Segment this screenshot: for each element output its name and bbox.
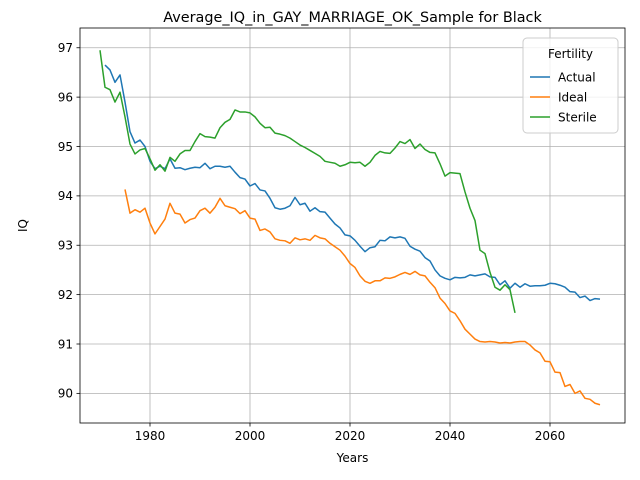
- y-tick-label: 96: [58, 90, 73, 104]
- legend-title: Fertility: [548, 47, 593, 61]
- y-tick-label: 90: [58, 387, 73, 401]
- x-tick-label: 2060: [535, 429, 566, 443]
- x-tick-label: 1980: [135, 429, 166, 443]
- y-tick-label: 95: [58, 140, 73, 154]
- y-tick-label: 97: [58, 41, 73, 55]
- series-line-ideal: [124, 189, 601, 406]
- series-line-sterile: [99, 50, 516, 314]
- legend-label-actual: Actual: [558, 70, 596, 84]
- grid: [80, 28, 625, 423]
- series-lines: [99, 50, 601, 406]
- legend-items: Actual Ideal Sterile: [530, 70, 597, 124]
- x-axis-label: Years: [336, 451, 369, 465]
- x-tick-label: 2020: [335, 429, 366, 443]
- legend-label-sterile: Sterile: [558, 110, 597, 124]
- x-axis-ticks: 1980 2000 2020 2040 2060: [135, 423, 566, 443]
- y-axis-label: IQ: [16, 219, 30, 232]
- chart-title: Average_IQ_in_GAY_MARRIAGE_OK_Sample for…: [163, 10, 542, 26]
- y-tick-label: 94: [58, 189, 73, 203]
- legend-label-ideal: Ideal: [558, 90, 587, 104]
- y-tick-label: 92: [58, 288, 73, 302]
- legend: Fertility Actual Ideal Sterile: [522, 37, 619, 134]
- x-tick-label: 2040: [435, 429, 466, 443]
- series-line-actual: [104, 64, 601, 302]
- y-tick-label: 91: [58, 337, 73, 351]
- y-tick-label: 93: [58, 239, 73, 253]
- y-axis-ticks: 90 91 92 93 94 95 96 97: [58, 41, 80, 401]
- plot-frame: [79, 27, 626, 424]
- legend-box: [522, 37, 619, 134]
- x-tick-label: 2000: [235, 429, 266, 443]
